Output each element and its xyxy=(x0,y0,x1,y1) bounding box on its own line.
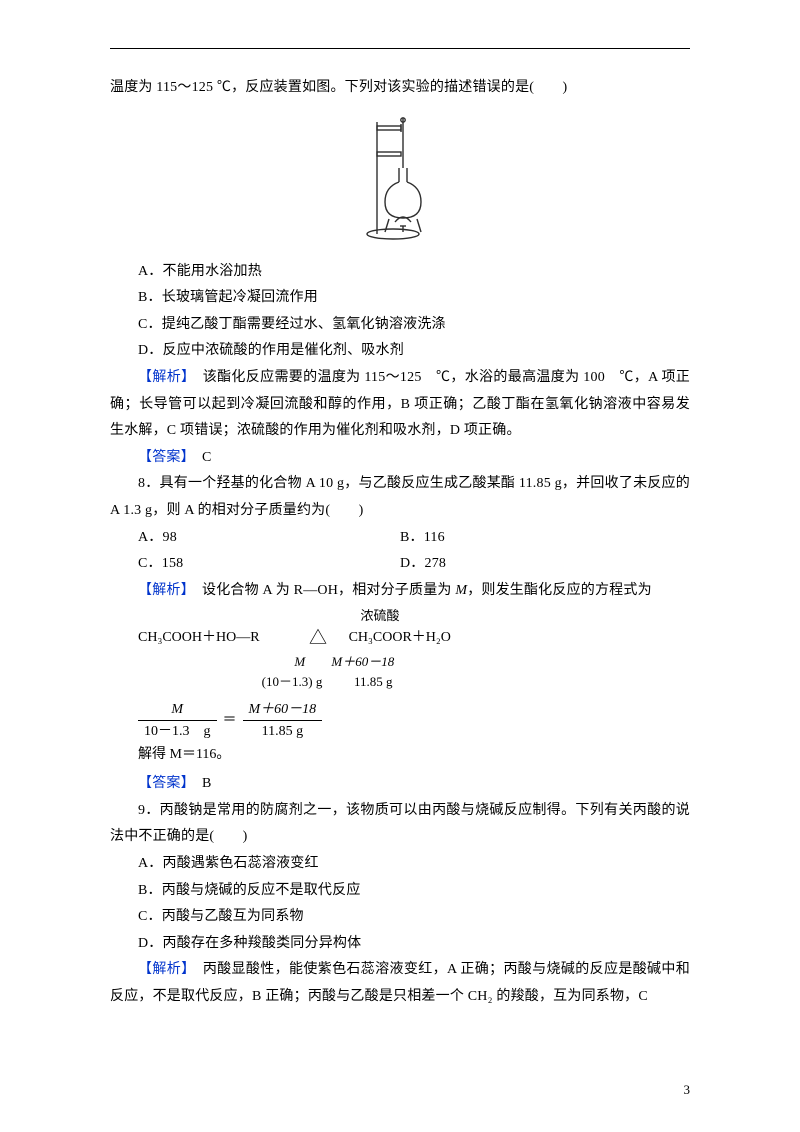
eq-m1: M xyxy=(279,652,321,673)
condition-label: 浓硫酸 xyxy=(281,604,451,629)
q9-opt-a: A．丙酸遇紫色石蕊溶液变红 xyxy=(110,851,690,878)
page-number: 3 xyxy=(684,1082,691,1098)
eq-left: CH₃COOH＋HO—R xyxy=(138,630,260,645)
experiment-diagram xyxy=(110,112,690,247)
q8-stem: 8．具有一个羟基的化合物 A 10 g，与乙酸反应生成乙酸某酯 11.85 g，… xyxy=(110,471,690,524)
q9-stem: 9．丙酸钠是常用的防腐剂之一，该物质可以由丙酸与烧碱反应制得。下列有关丙酸的说法… xyxy=(110,798,690,851)
eq-right: CH₃COOR＋H₂O xyxy=(349,630,451,645)
triangle-icon: △ xyxy=(263,629,345,647)
q8-m: M xyxy=(455,583,467,598)
analysis-label: 【解析】 xyxy=(138,583,188,598)
fraction-right: M＋60－18 11.85 g xyxy=(243,699,323,742)
calc-proportion: M 10－1.3 g ＝ M＋60－18 11.85 g 解得 M＝116。 xyxy=(138,699,690,765)
frac1-den: 10－1.3 g xyxy=(138,721,217,742)
intro-text: 温度为 115～125 ℃，反应装置如图。下列对该实验的描述错误的是( ) xyxy=(110,75,690,102)
solve-text: 解得 M＝116。 xyxy=(138,744,690,765)
eq-g1: (10－1.3) g xyxy=(247,672,338,693)
q9-opt-c: C．丙酸与乙酸互为同系物 xyxy=(110,904,690,931)
eq-row-mass: M M＋60－18 xyxy=(110,652,690,673)
q8-analysis-tail: ，则发生酯化反应的方程式为 xyxy=(467,583,652,598)
q7-answer-text: C xyxy=(188,450,212,465)
q7-opt-c: C．提纯乙酸丁酯需要经过水、氢氧化钠溶液洗涤 xyxy=(110,312,690,339)
q7-analysis-text: 该酯化反应需要的温度为 115～125 ℃，水浴的最高温度为 100 ℃，A 项… xyxy=(110,370,690,438)
eq-g2: 11.85 g xyxy=(341,672,406,693)
q7-answer: 【答案】 C xyxy=(110,445,690,472)
fraction-left: M 10－1.3 g xyxy=(138,699,217,742)
q9-opt-b: B．丙酸与烧碱的反应不是取代反应 xyxy=(110,878,690,905)
q9-analysis: 【解析】 丙酸显酸性，能使紫色石蕊溶液变红，A 正确；丙酸与烧碱的反应是酸碱中和… xyxy=(110,957,690,1010)
q9-analysis-text: 丙酸显酸性，能使紫色石蕊溶液变红，A 正确；丙酸与烧碱的反应是酸碱中和反应，不是… xyxy=(110,962,690,1004)
eq-row-gram: (10－1.3) g 11.85 g xyxy=(110,672,690,693)
q9-opt-d: D．丙酸存在多种羧酸类同分异构体 xyxy=(110,931,690,958)
q8-answer: 【答案】 B xyxy=(110,771,690,798)
equation-line: 浓硫酸 CH₃COOH＋HO—R △ CH₃COOR＋H₂O xyxy=(110,604,690,651)
q8-answer-text: B xyxy=(188,776,212,791)
q7-opt-a: A．不能用水浴加热 xyxy=(110,259,690,286)
answer-label: 【答案】 xyxy=(138,450,188,465)
q7-analysis: 【解析】 该酯化反应需要的温度为 115～125 ℃，水浴的最高温度为 100 … xyxy=(110,365,690,445)
frac1-num: M xyxy=(138,699,217,721)
q8-analysis-intro: 【解析】 设化合物 A 为 R—OH，相对分子质量为 M，则发生酯化反应的方程式… xyxy=(110,578,690,605)
q8-analysis-head: 设化合物 A 为 R—OH，相对分子质量为 xyxy=(188,583,456,598)
frac2-den: 11.85 g xyxy=(243,721,323,742)
q8-opt-c: C．158 xyxy=(110,551,400,578)
q8-opt-d: D．278 xyxy=(400,551,690,578)
q7-opt-b: B．长玻璃管起冷凝回流作用 xyxy=(110,285,690,312)
analysis-label: 【解析】 xyxy=(138,370,188,385)
answer-label: 【答案】 xyxy=(138,776,188,791)
eq-sign: ＝ xyxy=(223,710,237,731)
analysis-label: 【解析】 xyxy=(138,962,188,977)
q7-opt-d: D．反应中浓硫酸的作用是催化剂、吸水剂 xyxy=(110,338,690,365)
q8-opt-a: A．98 xyxy=(110,525,400,552)
eq-m2: M＋60－18 xyxy=(324,652,402,673)
frac2-num: M＋60－18 xyxy=(243,699,323,721)
q8-opt-b: B．116 xyxy=(400,525,690,552)
